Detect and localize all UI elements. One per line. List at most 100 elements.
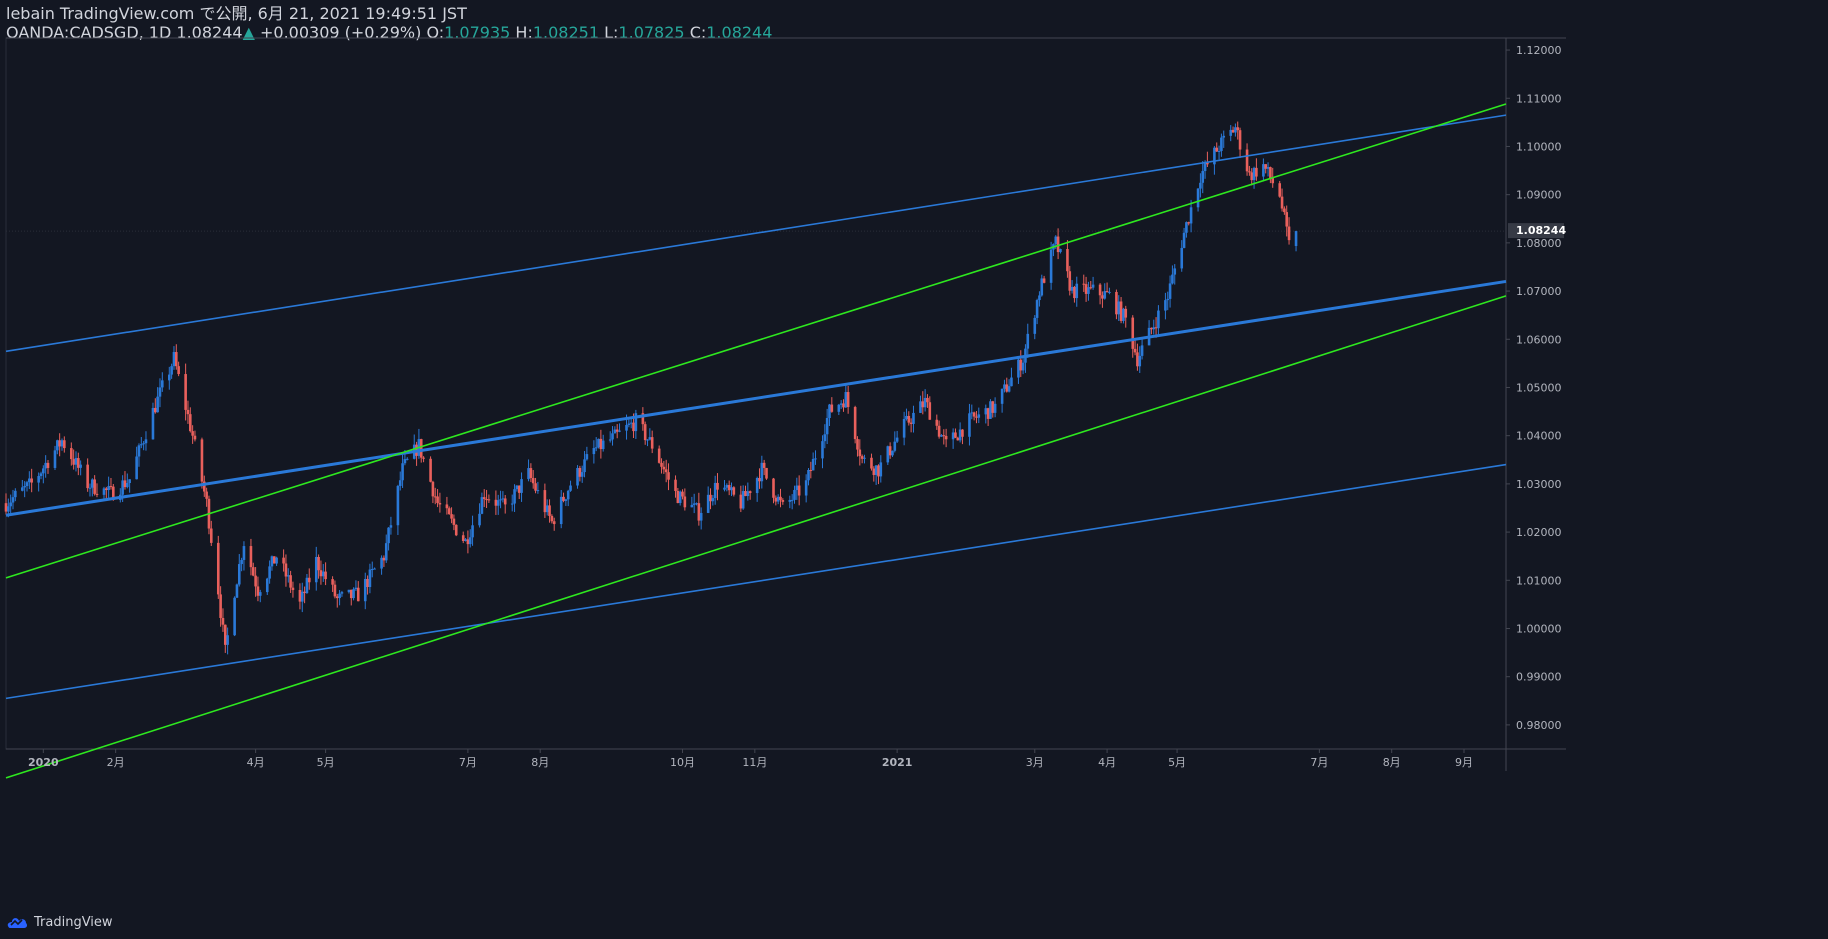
candle-body bbox=[569, 485, 572, 491]
candle-body bbox=[468, 537, 472, 545]
candle-body bbox=[461, 535, 465, 541]
blue-trend-line bbox=[5, 279, 1507, 517]
candle-body bbox=[713, 482, 717, 499]
candle-body bbox=[44, 462, 47, 469]
candle-body bbox=[1262, 164, 1265, 177]
candle-body bbox=[599, 438, 603, 450]
candle-body bbox=[634, 413, 638, 432]
candle-body bbox=[109, 486, 113, 488]
candle-body bbox=[265, 578, 269, 593]
candle-body bbox=[536, 490, 540, 492]
candle-body bbox=[1271, 178, 1275, 184]
candle-body bbox=[548, 505, 551, 516]
candle-body bbox=[940, 435, 943, 437]
candle-body bbox=[142, 443, 145, 445]
candle-body bbox=[510, 503, 514, 505]
candle-body bbox=[517, 485, 521, 493]
candle-body bbox=[683, 496, 687, 508]
candle-body bbox=[305, 577, 309, 594]
candle-body bbox=[748, 491, 752, 494]
candle-body bbox=[968, 413, 971, 437]
candle-body bbox=[335, 596, 339, 599]
candle-body bbox=[324, 571, 327, 580]
candle-body bbox=[641, 413, 645, 425]
candle-body bbox=[1005, 384, 1009, 392]
candle-body bbox=[422, 457, 425, 459]
candle-body bbox=[513, 489, 516, 504]
candle-body bbox=[678, 491, 682, 503]
candle-body bbox=[356, 587, 360, 602]
candle-body bbox=[140, 444, 143, 446]
candle-body bbox=[354, 587, 358, 590]
candle-body bbox=[1164, 300, 1167, 311]
time-tick-label: 3月 bbox=[1026, 756, 1044, 769]
candle-body bbox=[487, 499, 491, 501]
candle-body bbox=[1238, 130, 1242, 150]
candle-body bbox=[30, 478, 33, 483]
candle-body bbox=[648, 437, 652, 440]
candle-body bbox=[825, 418, 829, 435]
candle-body bbox=[576, 468, 579, 486]
publish-info: lebain TradingView.com で公開, 6月 21, 2021 … bbox=[6, 4, 467, 23]
candle-body bbox=[321, 571, 325, 577]
candle-body bbox=[907, 415, 911, 423]
candle-body bbox=[1180, 247, 1184, 269]
candle-body bbox=[223, 624, 227, 645]
price-axis[interactable]: 0.98000 0.99000 1.00000 1.01000 1.02000 1.030… bbox=[1506, 44, 1562, 732]
candle-body bbox=[1203, 162, 1207, 172]
candle-body bbox=[1070, 286, 1074, 291]
candle-body bbox=[314, 556, 318, 583]
candle-body bbox=[1101, 295, 1104, 299]
candle-body bbox=[56, 440, 59, 451]
tradingview-logo[interactable]: TradingView bbox=[6, 912, 113, 932]
candle-body bbox=[1283, 208, 1286, 213]
candle-body bbox=[578, 468, 582, 477]
candle-body bbox=[1117, 301, 1121, 315]
candle-body bbox=[1115, 291, 1118, 315]
candle-body bbox=[1222, 135, 1226, 138]
candle-body bbox=[286, 575, 290, 577]
candle-body bbox=[42, 468, 45, 474]
candle-body bbox=[282, 557, 285, 564]
candle-body bbox=[1294, 231, 1298, 246]
candle-body bbox=[380, 557, 383, 569]
candle-body bbox=[1140, 345, 1144, 356]
candle-body bbox=[209, 528, 213, 543]
candle-body bbox=[352, 589, 355, 599]
candle-body bbox=[692, 503, 696, 505]
candle-body bbox=[888, 446, 892, 456]
candle-body bbox=[921, 401, 925, 408]
candle-body bbox=[496, 500, 500, 506]
candle-body bbox=[711, 498, 715, 502]
candle-body bbox=[1264, 164, 1268, 169]
candle-body bbox=[1231, 129, 1235, 133]
candle-body bbox=[188, 414, 192, 432]
candle-body bbox=[863, 457, 866, 459]
candle-body bbox=[438, 502, 442, 505]
candle-body bbox=[450, 514, 453, 519]
candle-body bbox=[601, 440, 605, 450]
candle-body bbox=[520, 479, 523, 493]
candle-body bbox=[545, 505, 549, 513]
candles-layer bbox=[4, 121, 1298, 655]
candle-body bbox=[790, 499, 794, 501]
price-tick-label: 1.00000 bbox=[1516, 622, 1562, 635]
candle-body bbox=[891, 450, 894, 456]
candle-body bbox=[60, 440, 64, 447]
candle-body bbox=[564, 499, 568, 501]
candle-body bbox=[1021, 362, 1025, 371]
open-value: 1.07935 bbox=[444, 23, 511, 42]
candle-body bbox=[363, 578, 367, 602]
candle-body bbox=[795, 485, 799, 490]
candle-body bbox=[1206, 162, 1209, 165]
candle-body bbox=[333, 584, 337, 597]
time-axis[interactable]: 2020 2月 4月 5月 7月 8月 10月 11月 2021 3月 4月 5月 7月 8月 9月 bbox=[28, 749, 1473, 769]
candle-body bbox=[123, 480, 127, 488]
trendlines-layer[interactable] bbox=[5, 103, 1507, 779]
candle-body bbox=[242, 546, 246, 560]
price-tick-label: 1.05000 bbox=[1516, 381, 1562, 394]
candle-body bbox=[858, 449, 862, 457]
candle-body bbox=[993, 403, 997, 413]
price-tick-label: 1.12000 bbox=[1516, 44, 1562, 57]
